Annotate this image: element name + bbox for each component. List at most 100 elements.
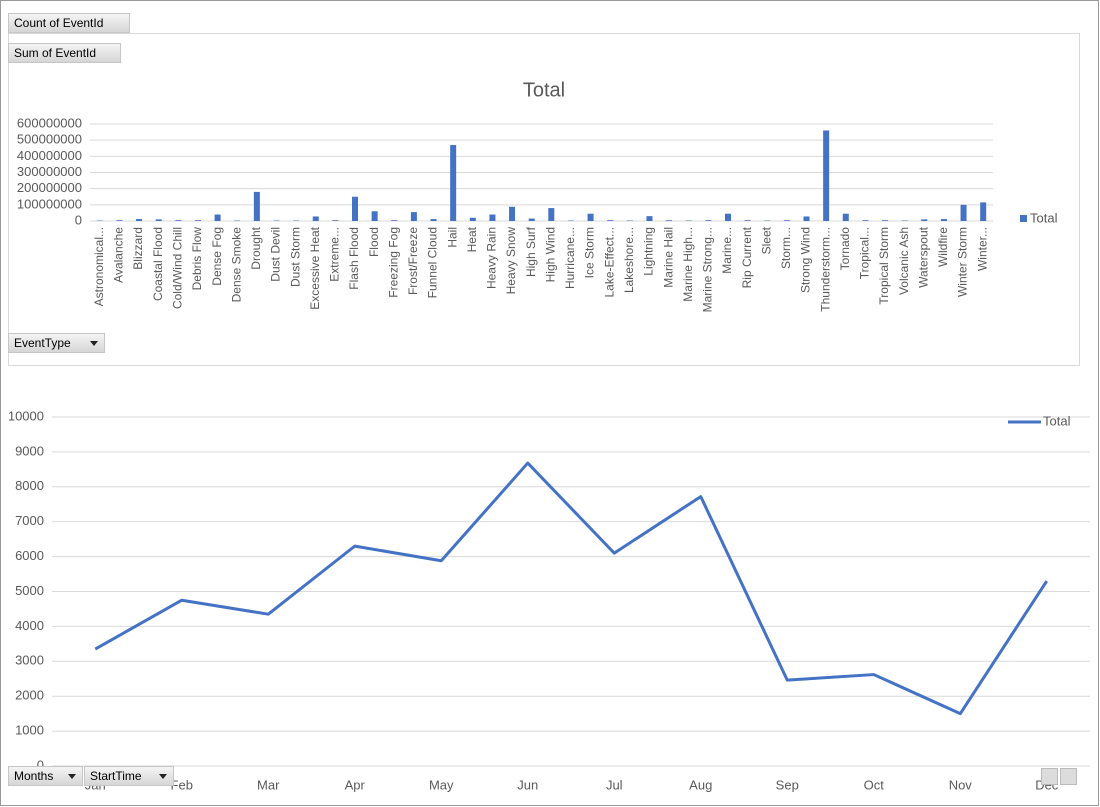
event-type-filter[interactable]: EventType xyxy=(8,333,105,353)
bar xyxy=(783,220,790,221)
bar xyxy=(940,219,947,221)
bar xyxy=(312,216,319,221)
bar xyxy=(705,220,712,221)
x-tick-label: Avalanche xyxy=(112,227,126,283)
y-tick-label: 100000000 xyxy=(17,196,82,211)
x-tick-label: Sleet xyxy=(759,226,773,254)
legend-swatch xyxy=(1020,215,1027,222)
x-tick-label: Strong Wind xyxy=(799,227,813,293)
x-tick-label: Frost/Freeze xyxy=(406,227,420,295)
start-time-filter[interactable]: StartTime xyxy=(84,766,174,786)
x-tick-label: Marine High... xyxy=(681,227,695,302)
bar xyxy=(391,220,398,221)
x-tick-label: Hail xyxy=(445,227,459,248)
x-tick-label: Funnel Cloud xyxy=(426,227,440,298)
y-tick-label: 2000 xyxy=(15,688,44,703)
bar xyxy=(960,204,967,221)
x-tick-label: Flood xyxy=(367,227,381,257)
bar xyxy=(744,220,751,221)
x-tick-label: Lakeshore... xyxy=(622,227,636,293)
bar xyxy=(214,214,221,221)
bar xyxy=(489,214,496,221)
x-tick-label: Drought xyxy=(249,226,263,269)
x-tick-label: Marine Hail xyxy=(661,227,675,288)
x-tick-label: Tropical... xyxy=(858,227,872,279)
x-tick-label: Dense Fog xyxy=(210,227,224,286)
x-tick-label: Dust Storm xyxy=(288,227,302,287)
y-tick-label: 0 xyxy=(37,757,44,772)
bar xyxy=(862,220,869,221)
x-tick-label: Storm... xyxy=(779,227,793,269)
x-tick-label: Cold/Wind Chill xyxy=(171,227,185,309)
y-tick-label: 0 xyxy=(75,212,82,227)
bar xyxy=(469,217,476,221)
x-tick-label: Coastal Flood xyxy=(151,227,165,301)
x-tick-label: Winter Storm xyxy=(956,227,970,297)
bar xyxy=(823,130,830,221)
x-tick-label: Heavy Snow xyxy=(504,227,518,295)
y-tick-label: 7000 xyxy=(15,513,44,528)
x-tick-label: Marine... xyxy=(720,227,734,274)
months-filter[interactable]: Months xyxy=(8,766,83,786)
x-tick-label: Winter... xyxy=(975,227,989,271)
bar xyxy=(430,219,437,221)
x-tick-label: Jun xyxy=(517,777,538,792)
bar xyxy=(116,220,123,221)
bar xyxy=(352,196,359,221)
y-tick-label: 400000000 xyxy=(17,148,82,163)
y-tick-label: 8000 xyxy=(15,478,44,493)
bar xyxy=(155,219,162,221)
x-tick-label: Hurricane... xyxy=(563,227,577,289)
count-button[interactable]: Count of EventId xyxy=(8,13,130,33)
legend-label: Total xyxy=(1030,210,1058,225)
x-tick-label: Astronomical... xyxy=(92,227,106,306)
x-tick-label: Mar xyxy=(257,777,280,792)
x-tick-label: Jul xyxy=(606,777,623,792)
bar xyxy=(136,219,143,221)
x-tick-label: Marine Strong... xyxy=(701,227,715,312)
collapse-button[interactable] xyxy=(1060,768,1077,785)
y-tick-label: 6000 xyxy=(15,548,44,563)
bar xyxy=(548,208,555,221)
chart-title: Total xyxy=(523,79,565,101)
x-tick-label: Apr xyxy=(345,777,366,792)
x-tick-label: Thunderstorm... xyxy=(818,227,832,312)
x-tick-label: Heat xyxy=(465,226,479,252)
y-tick-label: 300000000 xyxy=(17,164,82,179)
bar xyxy=(450,145,457,221)
bar xyxy=(410,212,417,221)
bar xyxy=(587,213,594,221)
x-tick-label: High Wind xyxy=(543,227,557,282)
y-tick-label: 200000000 xyxy=(17,180,82,195)
sum-button[interactable]: Sum of EventId xyxy=(8,43,121,63)
x-tick-label: Oct xyxy=(864,777,885,792)
x-tick-label: Lake-Effect... xyxy=(602,227,616,297)
x-tick-label: Aug xyxy=(689,777,712,792)
x-tick-label: Dust Devil xyxy=(269,227,283,282)
bar xyxy=(371,211,378,221)
x-tick-label: Excessive Heat xyxy=(308,226,322,309)
y-tick-label: 10000 xyxy=(8,408,44,423)
x-tick-label: Lightning xyxy=(642,227,656,276)
expand-button[interactable] xyxy=(1041,768,1058,785)
bar xyxy=(724,213,731,221)
bar xyxy=(980,202,987,221)
y-tick-label: 5000 xyxy=(15,583,44,598)
bar xyxy=(528,218,535,221)
bar xyxy=(803,216,810,221)
x-tick-label: Ice Storm xyxy=(583,227,597,278)
bar xyxy=(842,213,849,221)
x-tick-label: Waterspout xyxy=(916,226,930,288)
y-tick-label: 600000000 xyxy=(17,115,82,130)
x-tick-label: Blizzard xyxy=(131,227,145,270)
bar xyxy=(332,220,339,221)
y-tick-label: 9000 xyxy=(15,443,44,458)
x-tick-label: Tornado xyxy=(838,227,852,271)
y-tick-label: 1000 xyxy=(15,723,44,738)
bar xyxy=(194,220,201,221)
x-tick-label: Feb xyxy=(171,777,193,792)
x-tick-label: Volcanic Ash xyxy=(897,227,911,295)
x-tick-label: Sep xyxy=(776,777,799,792)
